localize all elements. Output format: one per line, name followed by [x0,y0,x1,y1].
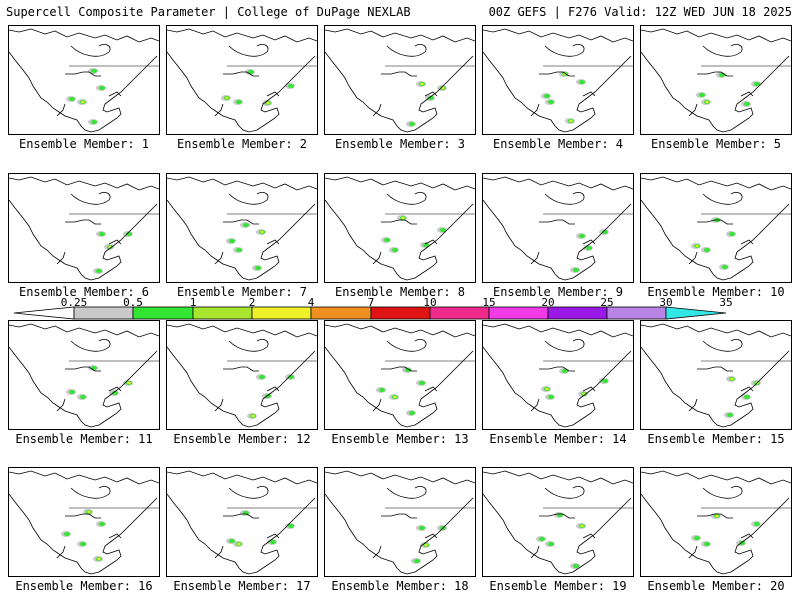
colorbar-labels: 0.25 0.5 1 2 4 7 10 15 20 25 30 35 [0,296,800,310]
map-panel-member-5 [640,25,792,135]
north-america-map [483,176,633,281]
north-america-map [9,323,159,428]
map-panel-member-16 [8,467,160,577]
colorbar-tick-label: 1 [189,296,197,309]
north-america-map [167,323,317,428]
north-america-map [9,470,159,575]
colorbar-tick-label: 15 [482,296,496,309]
map-panel-member-2 [166,25,318,135]
north-america-map [167,470,317,575]
ensemble-member-caption: Ensemble Member: 6 [18,285,150,299]
colorbar-bin [192,306,253,320]
ensemble-member-caption: Ensemble Member: 17 [173,579,311,593]
north-america-map [9,28,159,133]
colorbar-bin [13,306,75,320]
colorbar-tick-label: 2 [248,296,256,309]
ensemble-member-caption: Ensemble Member: 16 [15,579,153,593]
north-america-map [641,323,791,428]
north-america-map [483,323,633,428]
ensemble-member-caption: Ensemble Member: 2 [176,137,308,151]
colorbar-bin [606,306,667,320]
ensemble-member-caption: Ensemble Member: 19 [489,579,627,593]
ensemble-member-caption: Ensemble Member: 4 [492,137,624,151]
map-panel-member-10 [640,173,792,283]
map-panel-member-8 [324,173,476,283]
ensemble-member-caption: Ensemble Member: 13 [331,432,469,446]
colorbar-legend [13,306,727,320]
colorbar-bin [73,306,134,320]
model-run-info: 00Z GEFS | F276 Valid: 12Z WED JUN 18 20… [488,5,792,19]
colorbar-tick-label: 35 [719,296,733,309]
ensemble-member-caption: Ensemble Member: 9 [492,285,624,299]
north-america-map [325,176,475,281]
colorbar-tick-label: 7 [367,296,375,309]
map-panel-member-4 [482,25,634,135]
ensemble-member-caption: Ensemble Member: 8 [334,285,466,299]
north-america-map [641,470,791,575]
colorbar-bin [251,306,312,320]
colorbar-bin [370,306,431,320]
ensemble-member-caption: Ensemble Member: 7 [176,285,308,299]
colorbar-bin [310,306,372,320]
map-panel-member-3 [324,25,476,135]
map-panel-member-18 [324,467,476,577]
colorbar-tick-label: 20 [541,296,555,309]
north-america-map [325,28,475,133]
colorbar-bin [488,306,549,320]
map-panel-member-19 [482,467,634,577]
north-america-map [641,176,791,281]
colorbar-bin [547,306,608,320]
ensemble-member-caption: Ensemble Member: 18 [331,579,469,593]
colorbar-bin [132,306,194,320]
north-america-map [483,470,633,575]
map-panel-member-1 [8,25,160,135]
colorbar-bin [665,306,727,320]
colorbar-bin [429,306,490,320]
ensemble-member-caption: Ensemble Member: 1 [18,137,150,151]
map-panel-member-12 [166,320,318,430]
ensemble-member-caption: Ensemble Member: 11 [15,432,153,446]
north-america-map [641,28,791,133]
ensemble-member-caption: Ensemble Member: 12 [173,432,311,446]
map-panel-member-6 [8,173,160,283]
map-panel-member-14 [482,320,634,430]
colorbar-tick-label: 4 [307,296,315,309]
map-panel-member-11 [8,320,160,430]
colorbar-tick-label: 25 [600,296,614,309]
ensemble-member-caption: Ensemble Member: 10 [647,285,785,299]
north-america-map [167,176,317,281]
map-panel-member-20 [640,467,792,577]
chart-title: Supercell Composite Parameter | College … [6,5,411,19]
ensemble-member-caption: Ensemble Member: 14 [489,432,627,446]
north-america-map [325,323,475,428]
map-panel-member-17 [166,467,318,577]
map-panel-member-9 [482,173,634,283]
ensemble-member-caption: Ensemble Member: 20 [647,579,785,593]
map-panel-member-7 [166,173,318,283]
colorbar-tick-label: 0.5 [123,296,143,309]
north-america-map [325,470,475,575]
ensemble-member-caption: Ensemble Member: 15 [647,432,785,446]
ensemble-member-caption: Ensemble Member: 3 [334,137,466,151]
north-america-map [483,28,633,133]
map-panel-member-15 [640,320,792,430]
north-america-map [9,176,159,281]
ensemble-member-caption: Ensemble Member: 5 [650,137,782,151]
north-america-map [167,28,317,133]
colorbar-tick-label: 10 [423,296,437,309]
colorbar-tick-label: 30 [659,296,673,309]
map-panel-member-13 [324,320,476,430]
colorbar-tick-label: 0.25 [60,296,88,309]
